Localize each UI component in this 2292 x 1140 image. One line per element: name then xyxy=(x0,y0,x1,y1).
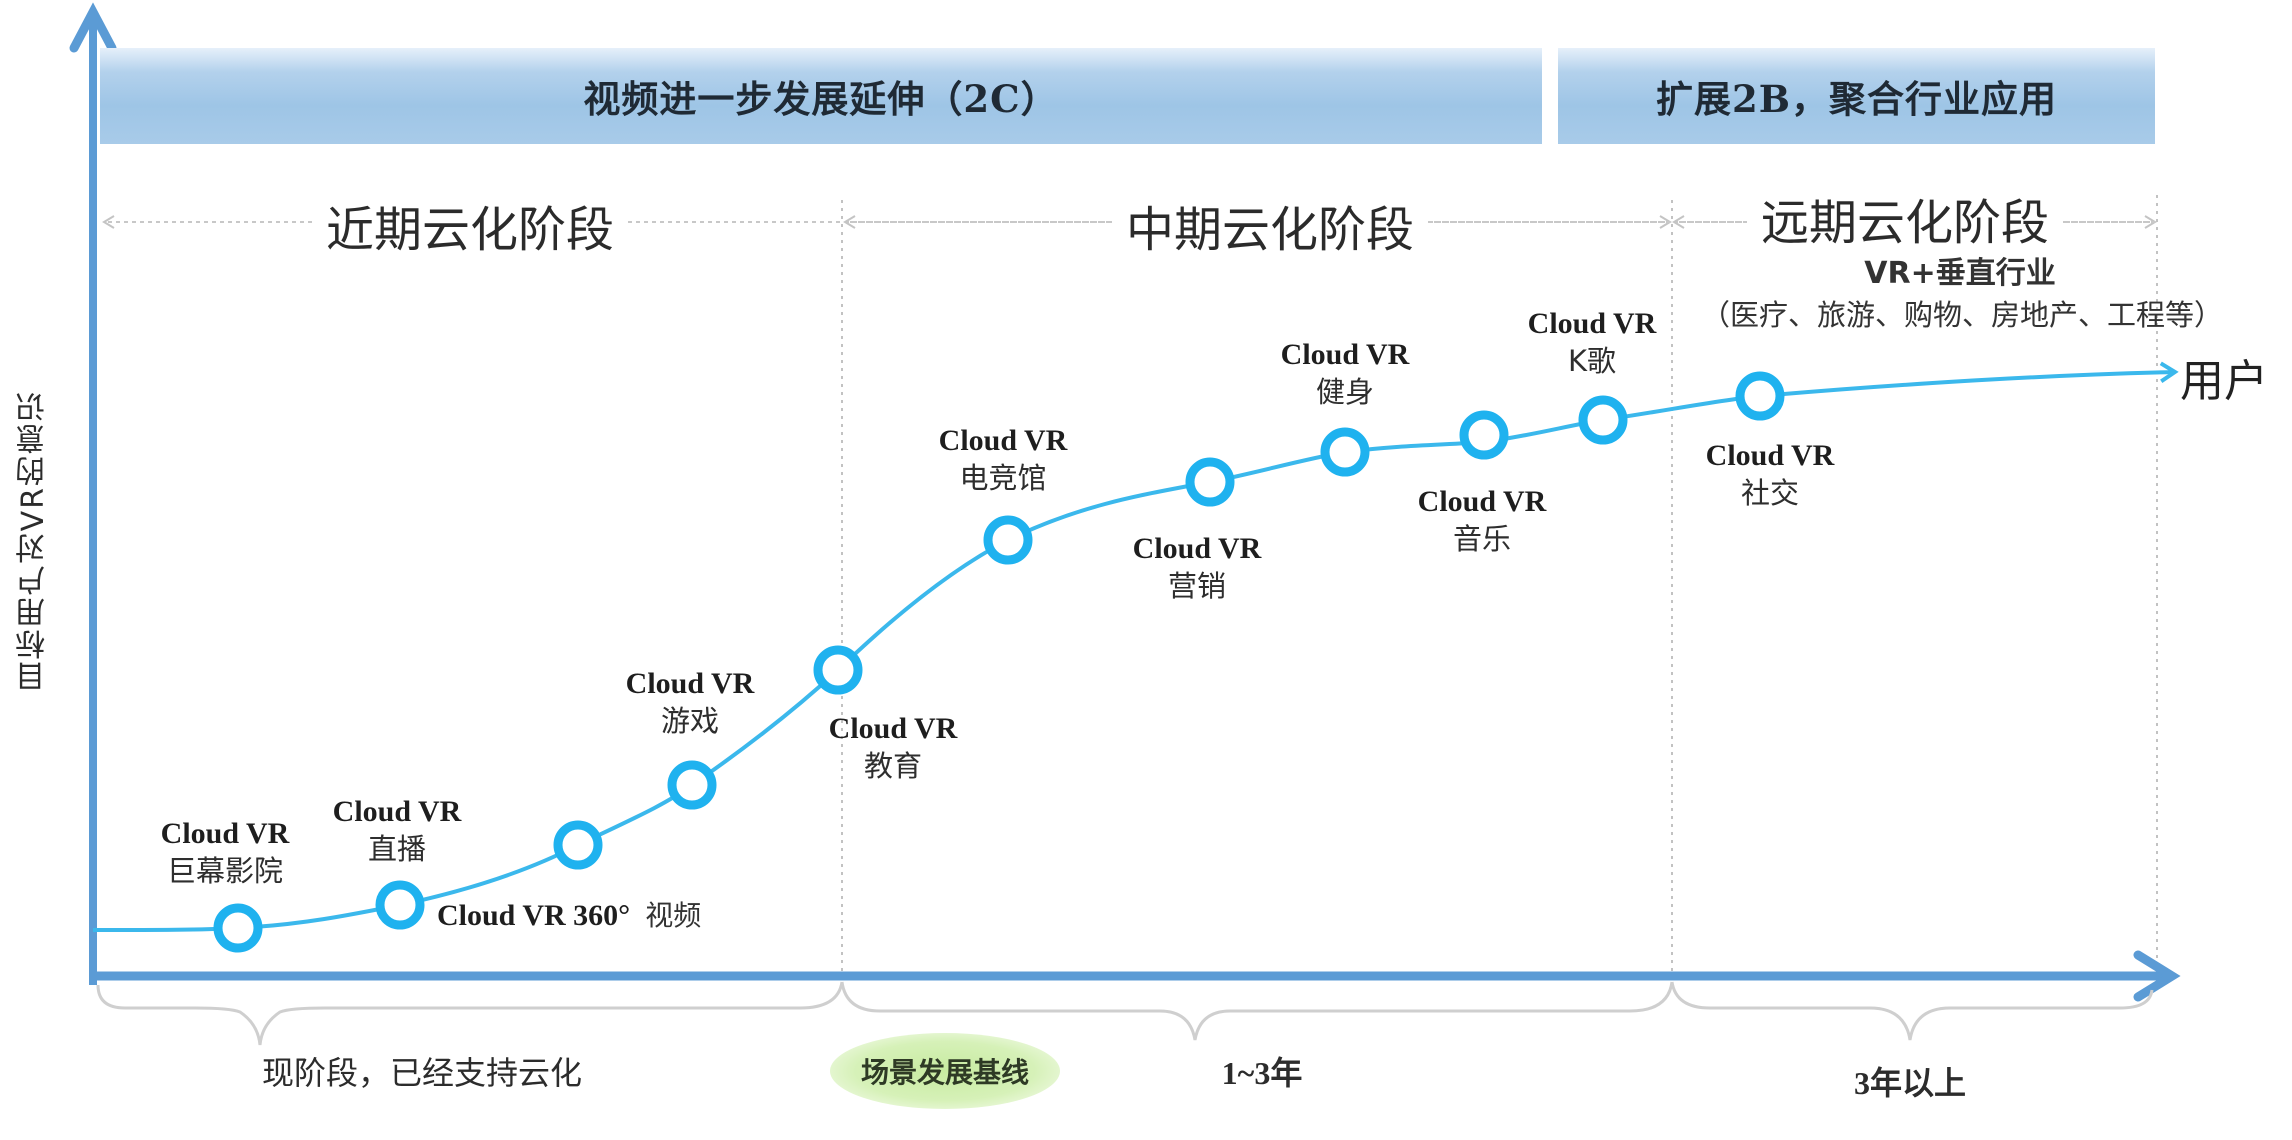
node-education xyxy=(813,645,863,695)
label-social: Cloud VR 社交 xyxy=(1705,439,1835,510)
label-karaoke: Cloud VR K歌 xyxy=(1527,307,1657,378)
curve-end-label-users: 用户 xyxy=(2180,356,2268,407)
node-social xyxy=(1735,371,1785,421)
baseline-badge-label: 场景发展基线 xyxy=(860,1056,1029,1089)
vertical-industries-detail: （医疗、旅游、购物、房地产、工程等） xyxy=(1700,298,2224,332)
y-axis-label: 目标用户对VR的意识 xyxy=(16,390,51,692)
label-esports-venue: Cloud VR 电竞馆 xyxy=(938,424,1068,495)
node-marketing xyxy=(1185,457,1235,507)
stage-near-term: 近期云化阶段 xyxy=(311,190,629,260)
node-giant-screen-cinema xyxy=(213,903,263,953)
label-live-broadcast: Cloud VR 直播 xyxy=(332,795,462,866)
label-education: Cloud VR 教育 xyxy=(828,712,958,783)
node-esports-venue xyxy=(983,515,1033,565)
label-fitness: Cloud VR 健身 xyxy=(1280,338,1410,409)
node-live-broadcast xyxy=(375,880,425,930)
timeline-1-3-years: 1~3年 xyxy=(1221,1055,1303,1091)
node-karaoke xyxy=(1578,395,1628,445)
baseline-badge: 场景发展基线 xyxy=(830,1033,1060,1109)
label-360-video: Cloud VR 360° 视频 xyxy=(437,899,702,932)
x-axis xyxy=(89,950,2181,1002)
node-music xyxy=(1459,410,1509,460)
band-2b-industry-apps: 扩展2B，聚合行业应用 xyxy=(1558,48,2155,144)
label-marketing: Cloud VR 营销 xyxy=(1132,532,1262,603)
band-2b-label: 扩展2B，聚合行业应用 xyxy=(1655,77,2058,121)
node-fitness xyxy=(1320,427,1370,477)
label-music: Cloud VR 音乐 xyxy=(1417,485,1547,556)
band-2c-label: 视频进一步发展延伸（2C） xyxy=(583,77,1059,121)
stage-mid-term: 中期云化阶段 xyxy=(1111,190,1429,260)
nodes xyxy=(213,371,1785,953)
node-games xyxy=(667,760,717,810)
vertical-industries-title: VR+垂直行业 xyxy=(1864,256,2056,291)
timeline-current-stage: 现阶段，已经支持云化 xyxy=(261,1054,583,1092)
timeline-braces xyxy=(96,981,2154,1046)
node-360-video xyxy=(553,820,603,870)
stage-long-term: 远期云化阶段 xyxy=(1746,183,2064,253)
label-games: Cloud VR 游戏 xyxy=(625,667,755,738)
band-2c-video-extension: 视频进一步发展延伸（2C） xyxy=(100,48,1542,144)
stage-dividers xyxy=(841,195,2158,975)
y-axis xyxy=(69,2,117,985)
timeline-3-plus-years: 3年以上 xyxy=(1853,1065,1967,1101)
label-giant-screen-cinema: Cloud VR 巨幕影院 xyxy=(160,817,290,888)
